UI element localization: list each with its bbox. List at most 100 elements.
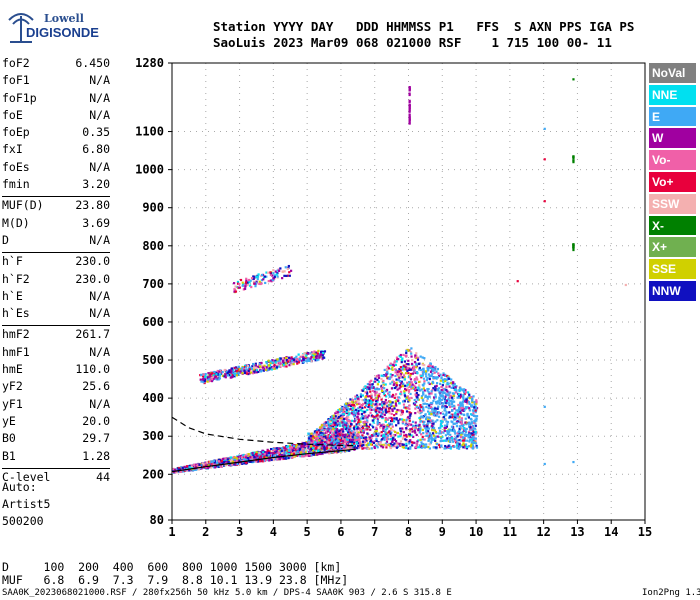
echo-point bbox=[419, 438, 422, 441]
echo-point bbox=[404, 420, 407, 423]
echo-point bbox=[450, 386, 453, 389]
echo-point bbox=[308, 453, 311, 456]
echo-point bbox=[414, 421, 417, 424]
echo-point bbox=[285, 365, 288, 368]
echo-point bbox=[221, 462, 224, 465]
echo-point bbox=[178, 468, 181, 471]
echo-point bbox=[242, 456, 245, 459]
echo-point bbox=[314, 440, 317, 444]
echo-point bbox=[282, 454, 285, 457]
echo-point bbox=[431, 369, 434, 372]
echo-point bbox=[416, 398, 419, 401]
echo-point bbox=[230, 367, 234, 370]
echo-point bbox=[245, 279, 248, 282]
echo-point bbox=[409, 439, 412, 442]
echo-point bbox=[471, 399, 474, 402]
echo-point bbox=[415, 444, 418, 447]
echo-point bbox=[315, 433, 319, 437]
echo-point bbox=[231, 371, 234, 375]
echo-point bbox=[267, 359, 270, 362]
echo-point bbox=[382, 423, 385, 426]
echo-point bbox=[370, 402, 373, 405]
echo-point bbox=[312, 353, 315, 356]
echo-point bbox=[185, 465, 189, 468]
echo-point bbox=[435, 384, 438, 388]
echo-point bbox=[334, 425, 338, 429]
echo-point bbox=[272, 447, 275, 451]
echo-point bbox=[274, 270, 277, 273]
echo-point bbox=[364, 398, 367, 401]
echo-point bbox=[251, 372, 255, 375]
echo-point bbox=[393, 417, 396, 420]
echo-point bbox=[386, 371, 389, 374]
echo-point bbox=[422, 367, 425, 370]
echo-point bbox=[454, 439, 457, 442]
echo-point bbox=[266, 364, 269, 367]
echo-point bbox=[282, 362, 285, 365]
echo-point bbox=[382, 381, 385, 384]
echo-point bbox=[415, 363, 418, 366]
echo-point bbox=[442, 388, 445, 391]
echo-point bbox=[368, 399, 371, 402]
echo-point bbox=[409, 351, 413, 354]
echo-point bbox=[451, 381, 455, 385]
echo-point bbox=[428, 377, 431, 381]
echo-point bbox=[413, 403, 417, 406]
echo-point bbox=[394, 371, 397, 374]
echo-point bbox=[431, 365, 434, 368]
echo-point bbox=[318, 452, 321, 455]
echo-point bbox=[433, 371, 436, 374]
echo-point bbox=[468, 409, 471, 412]
echo-point bbox=[252, 277, 255, 281]
echo-point bbox=[384, 425, 387, 428]
echo-point bbox=[355, 435, 359, 438]
echo-point bbox=[388, 410, 391, 413]
echo-point bbox=[273, 367, 276, 370]
echo-point bbox=[432, 376, 435, 380]
echo-point bbox=[427, 439, 430, 442]
echo-point bbox=[386, 434, 390, 437]
param-name: foEp bbox=[2, 125, 30, 140]
echo-point bbox=[370, 437, 373, 440]
echo-point bbox=[406, 440, 409, 443]
echo-point bbox=[355, 432, 358, 435]
echo-point bbox=[450, 378, 453, 381]
echo-point bbox=[399, 369, 403, 372]
echo-point bbox=[470, 426, 473, 429]
echo-point bbox=[408, 419, 411, 422]
echo-point bbox=[439, 390, 442, 393]
echo-point bbox=[367, 403, 371, 407]
echo-point bbox=[453, 414, 456, 418]
echo-point bbox=[352, 432, 355, 435]
echo-point bbox=[391, 395, 394, 398]
param-row: yF1 N/A bbox=[2, 397, 110, 414]
echo-point bbox=[248, 460, 251, 463]
echo-point bbox=[462, 399, 465, 402]
echo-point bbox=[296, 362, 299, 365]
echo-point bbox=[355, 425, 358, 428]
echo-point bbox=[257, 273, 260, 276]
echo-point bbox=[418, 407, 422, 410]
echo-point bbox=[192, 468, 195, 472]
echo-point bbox=[396, 431, 399, 435]
echo-point bbox=[406, 383, 409, 386]
echo-point bbox=[302, 448, 305, 451]
param-name: fmin bbox=[2, 177, 30, 192]
echo-point bbox=[231, 368, 234, 371]
echo-point bbox=[377, 394, 381, 398]
echo-point bbox=[218, 370, 221, 373]
echo-point bbox=[442, 372, 445, 375]
echo-point bbox=[376, 407, 379, 410]
echo-point bbox=[318, 436, 321, 439]
echo-point bbox=[388, 395, 392, 398]
echo-point bbox=[332, 446, 335, 449]
echo-point bbox=[239, 371, 242, 374]
echo-point bbox=[464, 417, 467, 420]
echo-point bbox=[475, 401, 478, 404]
echo-point bbox=[418, 411, 421, 414]
param-row: h`F 230.0 bbox=[2, 254, 110, 271]
echo-point bbox=[409, 428, 412, 431]
echo-point bbox=[244, 281, 248, 284]
echo-point bbox=[271, 274, 274, 277]
echo-point bbox=[450, 429, 453, 432]
